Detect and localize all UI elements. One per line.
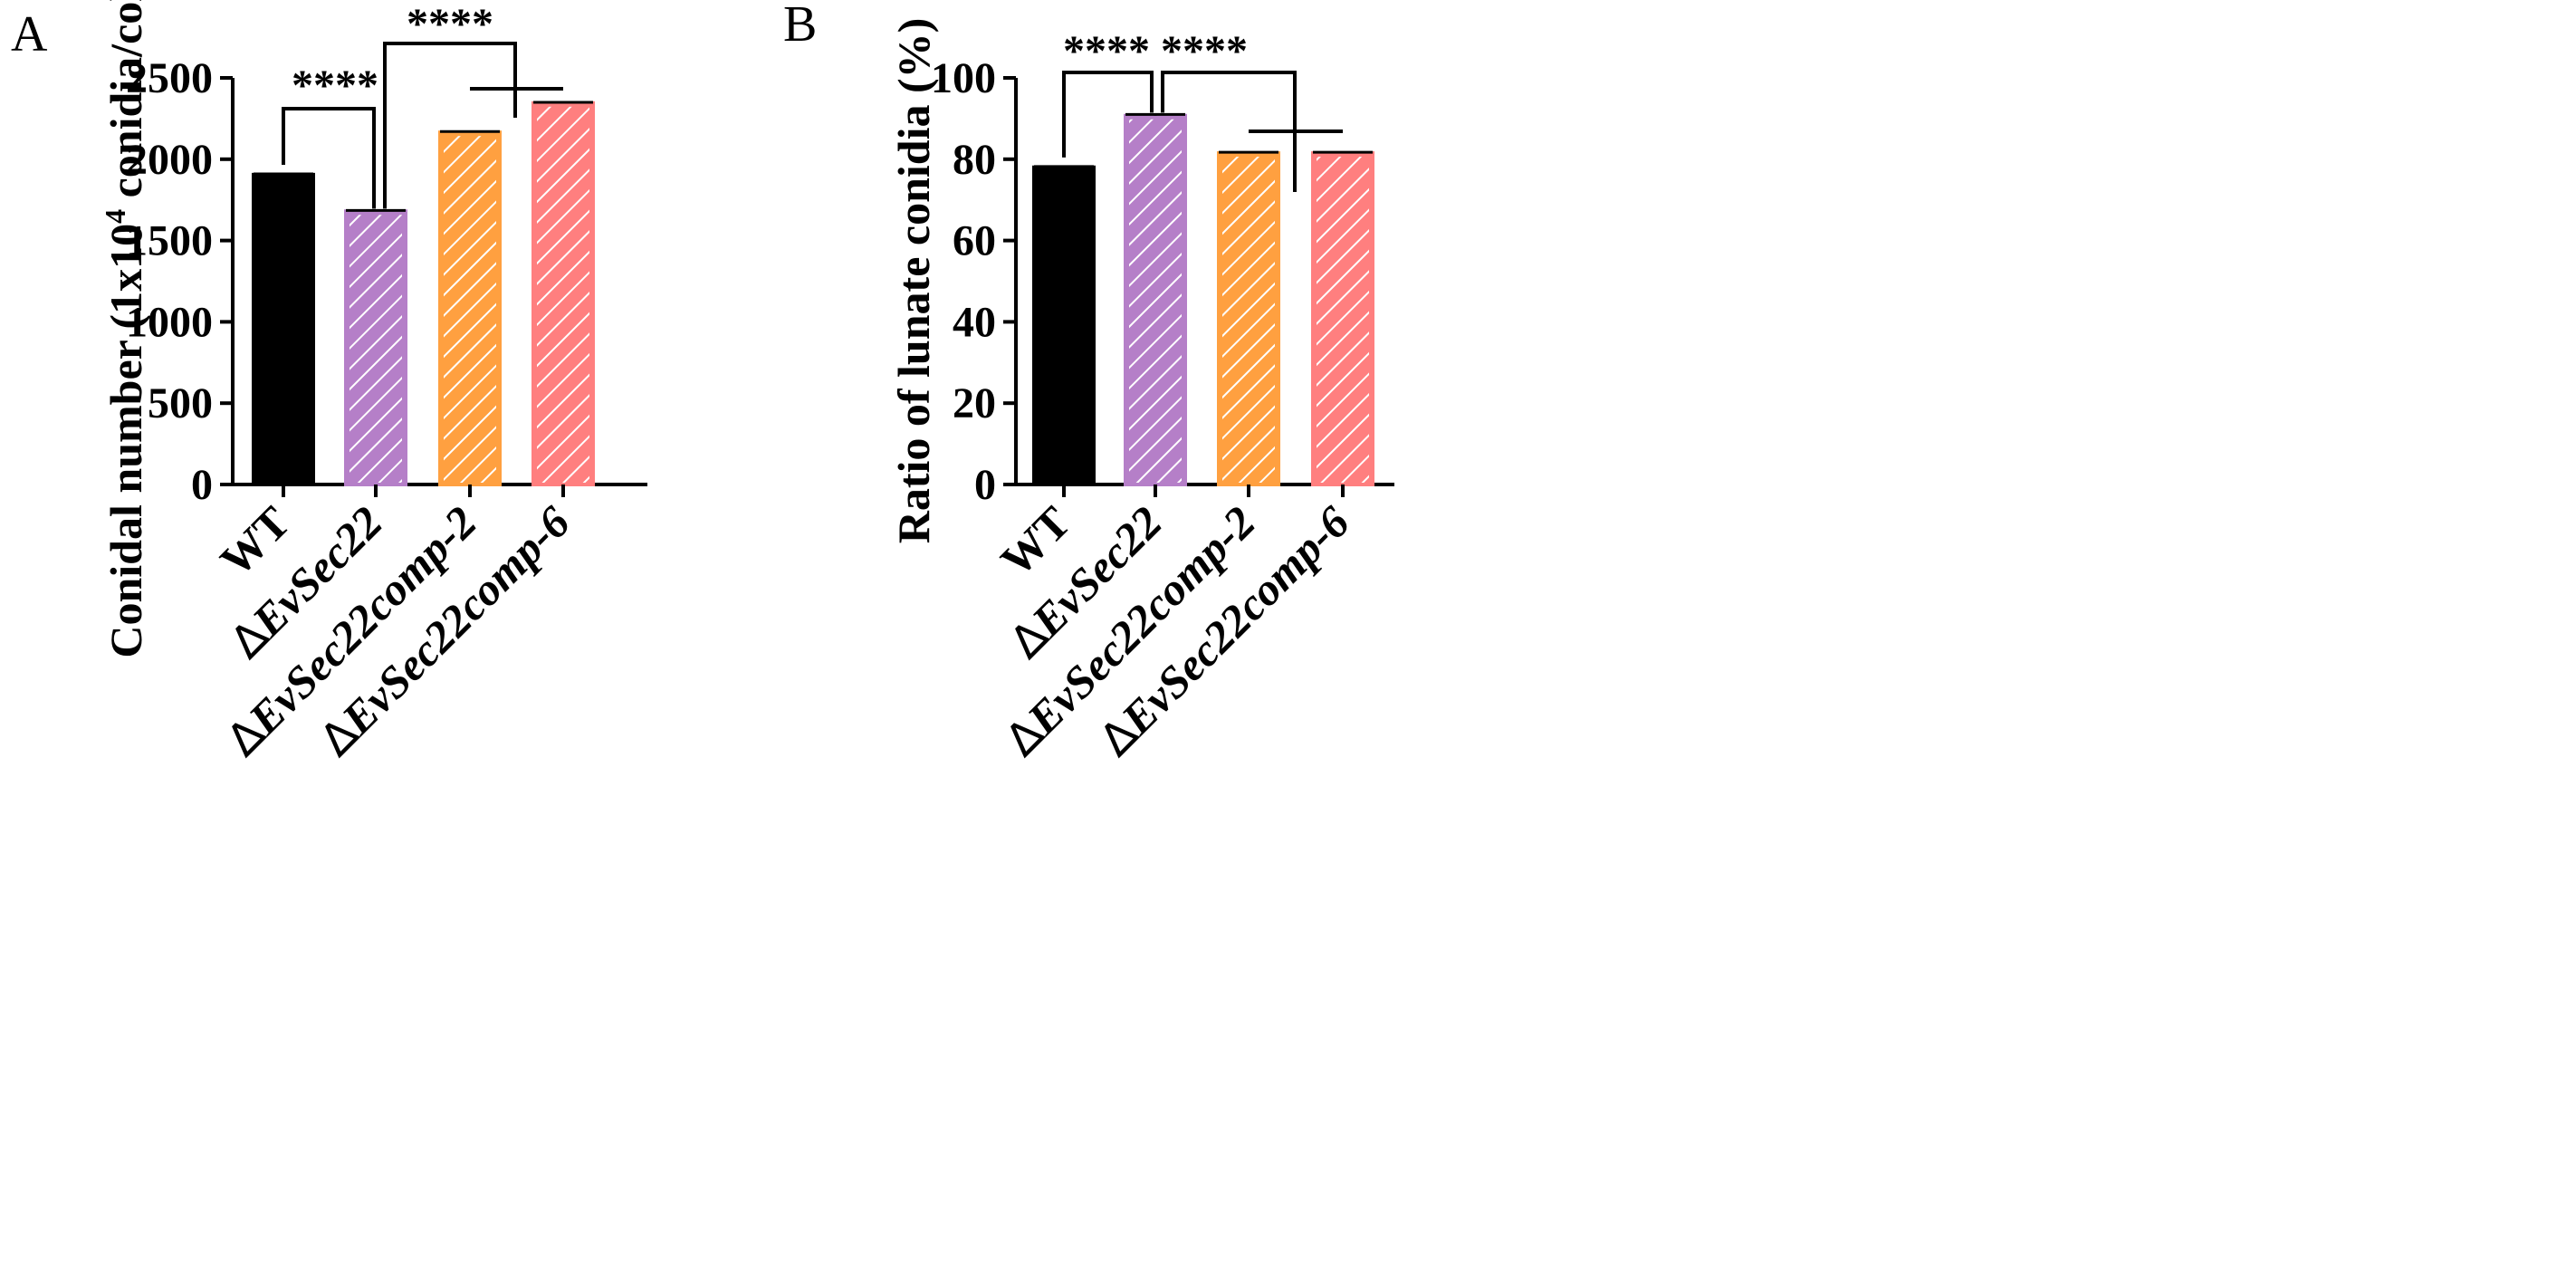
bar-hatch — [444, 136, 496, 483]
y-axis-label-part: Conidal number (1x10 — [101, 224, 151, 658]
significance-label: **** — [1161, 27, 1248, 75]
bar — [1032, 165, 1096, 486]
bracket-line — [383, 42, 517, 209]
y-tick-label: 500 — [148, 379, 213, 427]
y-tick-label: 80 — [953, 136, 996, 184]
panel-label: B — [783, 0, 817, 53]
y-axis-label-part: 4 — [99, 209, 131, 224]
y-axis-label-part: conidia/colony) — [101, 0, 151, 209]
significance-bracket: **** — [383, 0, 563, 209]
y-tick-label: 0 — [191, 461, 213, 509]
y-tick-label: 20 — [953, 379, 996, 427]
significance-label: **** — [292, 62, 378, 110]
y-tick-label: 0 — [974, 461, 996, 509]
y-tick-label: 2500 — [126, 54, 213, 102]
y-axis-label: Ratio of lunate conidia (%) — [888, 18, 939, 544]
y-tick-label: 40 — [953, 298, 996, 346]
bar-hatch — [537, 106, 589, 483]
y-tick-label: 2000 — [126, 136, 213, 184]
significance-label: **** — [407, 0, 493, 48]
bar-hatch — [350, 215, 402, 483]
panel-label: A — [11, 6, 48, 62]
bar — [252, 172, 315, 486]
significance-label: **** — [1063, 27, 1150, 75]
y-tick-label: 1500 — [126, 217, 213, 265]
y-tick-label: 100 — [931, 54, 996, 102]
y-tick-label: 1000 — [126, 298, 213, 346]
bar-hatch — [1129, 119, 1182, 483]
y-axis-label: Conidal number (1x104 conidia/colony) — [99, 0, 151, 658]
significance-bracket: **** — [1161, 27, 1343, 192]
y-axis-label-part: Ratio of lunate conidia (%) — [888, 18, 939, 544]
bar-hatch — [1317, 157, 1369, 483]
bracket-line — [282, 107, 376, 209]
y-tick-label: 60 — [953, 217, 996, 265]
bar-hatch — [1222, 157, 1275, 483]
bracket-line — [1062, 71, 1154, 158]
significance-bracket: **** — [1062, 27, 1154, 158]
significance-bracket: **** — [282, 62, 378, 209]
